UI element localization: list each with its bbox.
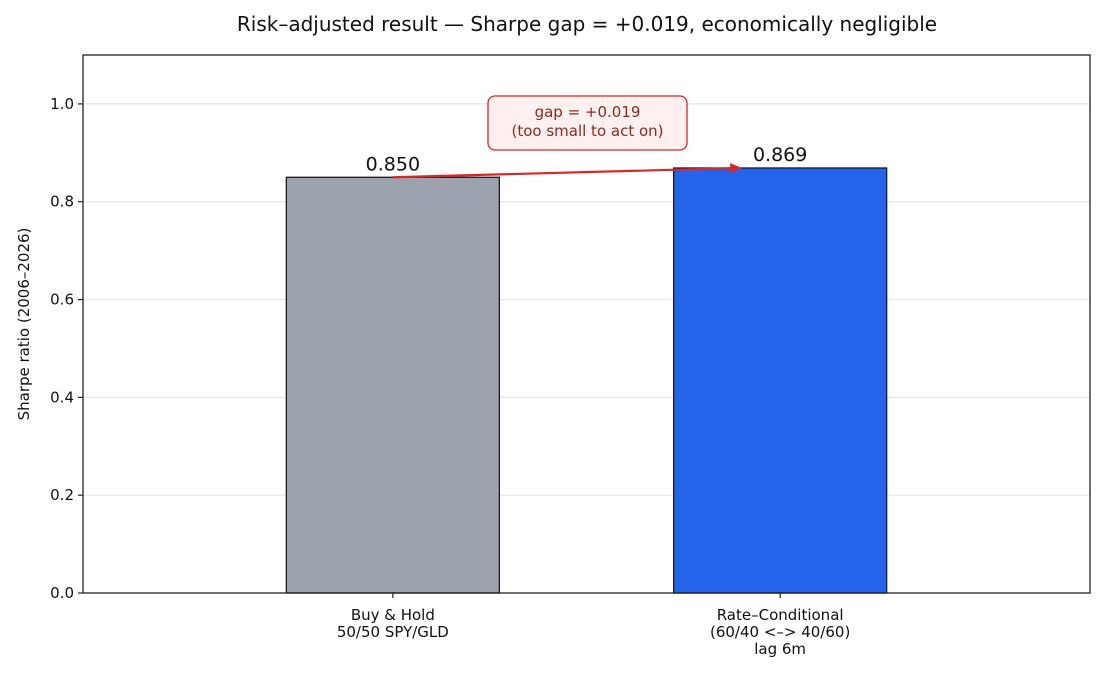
y-axis-label: Sharpe ratio (2006–2026) — [15, 228, 33, 421]
y-tick-label: 0.8 — [50, 193, 74, 211]
gap-arrow-line — [392, 166, 737, 179]
y-tick-label: 1.0 — [50, 95, 74, 113]
x-category-label: Buy & Hold — [351, 606, 435, 624]
bar-value-label: 0.869 — [753, 144, 807, 166]
y-tick-label: 0.4 — [50, 388, 74, 406]
y-tick-label: 0.6 — [50, 291, 74, 309]
chart-title: Risk–adjusted result — Sharpe gap = +0.0… — [237, 12, 937, 36]
y-axis-ticks: 0.0 0.2 0.4 0.6 0.8 1.0 — [50, 95, 83, 602]
bars: 0.850 0.869 — [285, 144, 888, 594]
x-category-label: (60/40 <–> 40/60) — [710, 623, 850, 641]
annotation-text: (too small to act on) — [511, 122, 663, 140]
bar-value-label: 0.850 — [366, 153, 420, 175]
y-tick-label: 0.2 — [50, 486, 74, 504]
annotation-text: gap = +0.019 — [535, 103, 641, 121]
bar — [672, 167, 888, 594]
gap-arrow-head — [730, 163, 743, 174]
grid-lines — [83, 103, 1090, 496]
y-tick-label: 0.0 — [50, 584, 74, 602]
x-category-label: 50/50 SPY/GLD — [337, 623, 449, 641]
plot-frame — [82, 54, 1091, 594]
bar — [285, 176, 501, 594]
x-category-label: lag 6m — [754, 640, 806, 658]
x-category-label: Rate–Conditional — [717, 606, 844, 624]
annotation-box — [487, 95, 688, 151]
gap-annotation: gap = +0.019(too small to act on) — [392, 95, 743, 179]
